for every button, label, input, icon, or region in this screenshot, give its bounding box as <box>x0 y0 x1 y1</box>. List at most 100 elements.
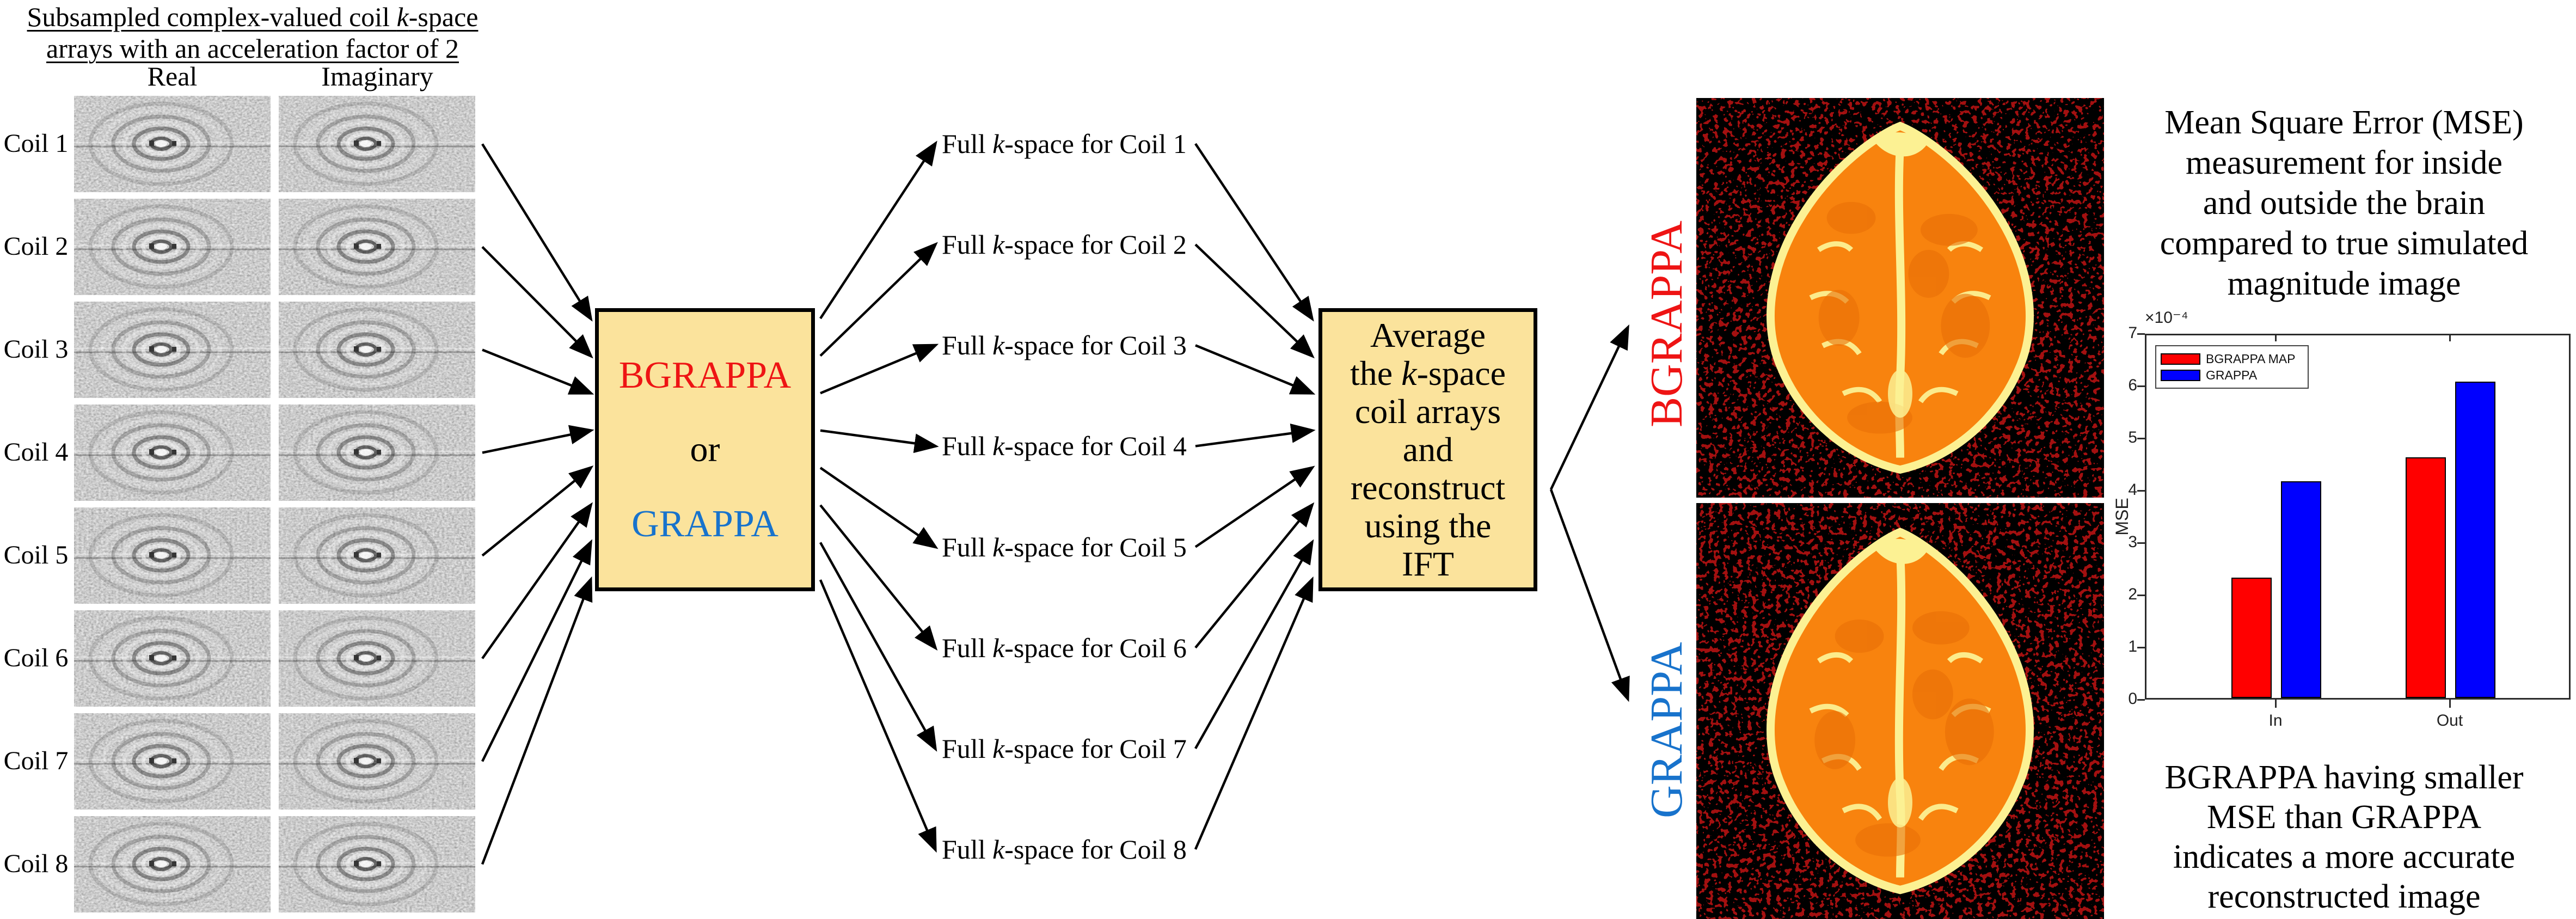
y-tick-label: 0 <box>2128 690 2137 708</box>
kspace-real-image <box>74 713 271 810</box>
arrows-average-box-to-outputs <box>1549 324 1630 702</box>
legend-label: BGRAPPA MAP <box>2206 351 2296 366</box>
average-box-line: reconstruct <box>1350 468 1506 507</box>
kspace-imaginary-image <box>279 713 475 810</box>
conclusion-text: BGRAPPA having smaller MSE than GRAPPA ind… <box>2112 758 2576 917</box>
kspace-imaginary-image <box>279 610 475 707</box>
coil-label: Coil 3 <box>3 335 69 364</box>
recon-box-grappa-label: GRAPPA <box>631 503 778 545</box>
coil-label: Coil 6 <box>3 644 69 672</box>
y-tick-mark <box>2137 385 2145 387</box>
full-kspace-label: Full k-space for Coil 2 <box>942 229 1187 260</box>
legend-label: GRAPPA <box>2206 367 2258 382</box>
output-label-grappa: GRAPPA <box>1641 642 1692 818</box>
recon-box-or-label: or <box>690 430 720 469</box>
kspace-real-image <box>74 610 271 707</box>
y-tick-label: 6 <box>2128 376 2137 394</box>
full-kspace-label: Full k-space for Coil 8 <box>942 834 1187 865</box>
x-tick-mark-top <box>2274 334 2277 341</box>
legend-swatch <box>2161 369 2200 381</box>
average-box-line: IFT <box>1402 544 1454 583</box>
y-tick-mark <box>2137 646 2145 648</box>
average-box-line: using the <box>1364 506 1492 545</box>
mse-text-line: and outside the brain <box>2203 185 2486 222</box>
y-tick-mark <box>2137 333 2145 335</box>
average-box-line: coil arrays <box>1354 392 1501 431</box>
bar-in-bgrappa-map <box>2231 578 2272 698</box>
full-kspace-label: Full k-space for Coil 5 <box>942 531 1187 562</box>
conclusion-text-line: MSE than GRAPPA <box>2206 799 2482 836</box>
legend-swatch <box>2161 353 2200 365</box>
mse-text-line: measurement for inside <box>2186 144 2503 181</box>
column-header-real: Real <box>147 61 198 91</box>
coil-label: Coil 2 <box>3 232 69 261</box>
recon-method-box: BGRAPPA or GRAPPA <box>595 308 815 591</box>
kspace-imaginary-image <box>279 199 475 295</box>
bgrappa-reconstructed-brain-image <box>1696 98 2104 498</box>
kspace-imaginary-image <box>279 507 475 604</box>
mse-description-text: Mean Square Error (MSE) measurement for i… <box>2112 102 2576 304</box>
grappa-reconstructed-brain-image <box>1696 503 2104 919</box>
y-tick-mark <box>2137 542 2145 544</box>
conclusion-text-line: BGRAPPA having smaller <box>2164 759 2524 796</box>
coil-label: Coil 7 <box>3 746 69 775</box>
x-tick-label: In <box>2268 712 2283 730</box>
kspace-imaginary-image <box>279 405 475 501</box>
recon-box-bgrappa-label: BGRAPPA <box>618 354 792 396</box>
average-box-line: the k-space <box>1350 354 1506 393</box>
kspace-imaginary-image <box>279 816 475 912</box>
arrows-coils-to-recon-box <box>481 143 594 865</box>
kspace-real-image <box>74 507 271 604</box>
average-ift-box: Average the k-space coil arrays and reconstr… <box>1318 308 1537 591</box>
y-tick-mark <box>2137 489 2145 492</box>
y-tick-mark <box>2137 437 2145 439</box>
brain-slice <box>1767 121 2034 474</box>
mse-text-line: compared to true simulated <box>2160 225 2529 262</box>
kspace-imaginary-image <box>279 96 475 192</box>
mse-text-line: magnitude image <box>2227 265 2461 302</box>
legend-row: GRAPPA <box>2161 367 2303 383</box>
x-tick-label: Out <box>2436 712 2463 730</box>
full-kspace-label: Full k-space for Coil 3 <box>942 330 1187 361</box>
chart-y-axis-label: MSE <box>2112 498 2132 536</box>
column-header-imaginary: Imaginary <box>321 61 433 91</box>
chart-scale-label: ×10⁻⁴ <box>2145 309 2188 327</box>
y-tick-mark <box>2137 699 2145 701</box>
kspace-real-image <box>74 96 271 192</box>
full-kspace-label: Full k-space for Coil 6 <box>942 632 1187 663</box>
kspace-real-image <box>74 199 271 295</box>
arrows-recon-box-to-kspace <box>819 140 939 853</box>
y-tick-label: 7 <box>2128 324 2137 342</box>
y-tick-label: 4 <box>2128 481 2137 499</box>
coil-label: Coil 5 <box>3 541 69 569</box>
y-tick-label: 5 <box>2128 428 2137 446</box>
bar-out-bgrappa-map <box>2405 457 2446 698</box>
title-line-2: arrays with an acceleration factor of 2 <box>46 33 459 64</box>
y-tick-label: 1 <box>2128 638 2137 655</box>
full-kspace-label: Full k-space for Coil 1 <box>942 128 1187 159</box>
brain-slice <box>1767 528 2034 895</box>
kspace-real-image <box>74 816 271 912</box>
mse-bar-chart-plot-area: BGRAPPA MAP GRAPPA <box>2145 334 2571 700</box>
y-tick-mark <box>2137 594 2145 596</box>
mse-text-line: Mean Square Error (MSE) <box>2164 104 2524 141</box>
output-label-bgrappa: BGRAPPA <box>1641 220 1692 427</box>
chart-legend: BGRAPPA MAP GRAPPA <box>2155 345 2309 389</box>
bar-out-grappa <box>2455 382 2495 698</box>
x-tick-mark <box>2274 700 2277 708</box>
coil-label: Coil 1 <box>3 129 69 158</box>
coil-label: Coil 8 <box>3 849 69 878</box>
full-kspace-label: Full k-space for Coil 4 <box>942 431 1187 462</box>
average-box-line: and <box>1402 430 1453 469</box>
arrows-kspace-to-average-box <box>1194 143 1316 850</box>
y-tick-label: 2 <box>2128 585 2137 603</box>
x-tick-mark-top <box>2449 334 2451 341</box>
bar-in-grappa <box>2280 481 2321 698</box>
kspace-real-image <box>74 302 271 398</box>
kspace-real-image <box>74 405 271 501</box>
full-kspace-label: Full k-space for Coil 7 <box>942 733 1187 764</box>
left-panel-title: Subsampled complex-valued coil k-space a… <box>10 1 495 64</box>
title-line-1: Subsampled complex-valued coil k-space <box>27 2 479 32</box>
y-tick-label: 3 <box>2128 533 2137 551</box>
